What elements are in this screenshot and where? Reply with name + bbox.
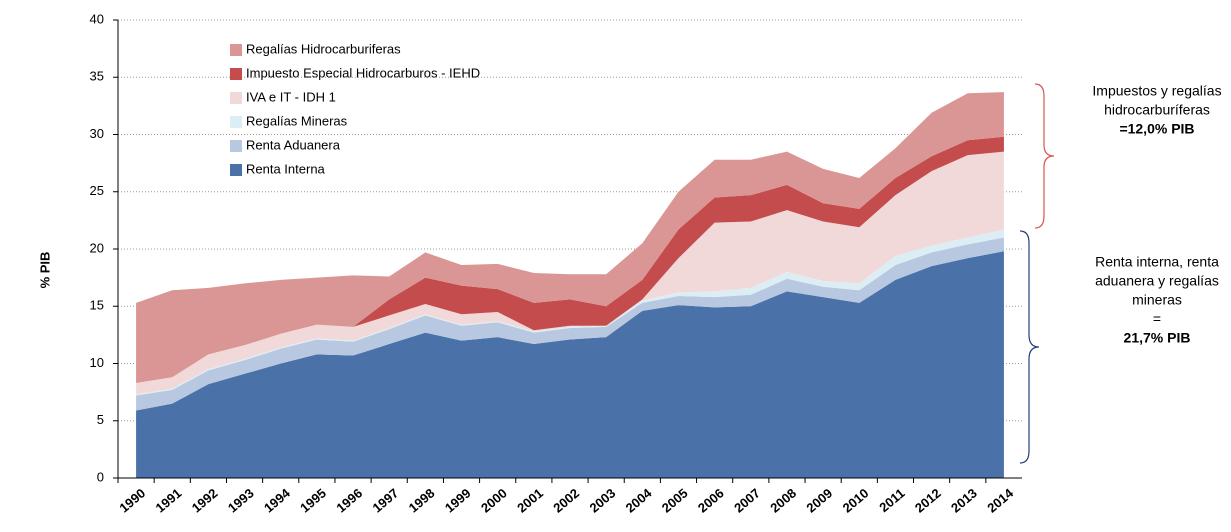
x-tick-label: 2010 [840,485,872,515]
y-axis-label: % PIB [37,252,52,289]
y-tick-label: 30 [90,126,104,141]
y-tick-label: 25 [90,183,104,198]
x-tick-label: 2002 [550,485,582,515]
area [136,151,1004,395]
x-tick-label: 1992 [189,485,221,515]
x-tick-label: 1994 [261,485,293,516]
x-tick-label: 1996 [333,485,365,515]
legend-swatch [230,44,242,56]
x-tick-label: 2009 [803,485,835,515]
y-tick-label: 40 [90,11,104,26]
annotation: hidrocarburíferas [1104,102,1210,118]
x-tick-label: 2006 [695,485,727,515]
x-tick-label: 2001 [514,485,546,515]
legend-label: Regalías Mineras [246,113,348,128]
legend-swatch [230,116,242,128]
brace-rent [1019,230,1040,464]
x-tick-label: 1991 [153,485,185,515]
legend-label: Impuesto Especial Hidrocarburos - IEHD [246,65,480,80]
annotation: aduanera y regalías [1095,273,1219,289]
legend-label: Renta Aduanera [246,137,341,152]
x-tick-label: 2003 [587,485,619,515]
area [136,251,1004,478]
legend-label: Renta Interna [246,161,326,176]
x-tick-label: 2005 [659,485,691,515]
legend-label: IVA e IT - IDH 1 [246,89,336,104]
x-tick-label: 1999 [442,485,474,515]
annotation: mineras [1132,292,1182,308]
x-tick-label: 1993 [225,485,257,515]
y-tick-label: 20 [90,240,104,255]
x-tick-label: 1998 [406,485,438,515]
x-tick-label: 2008 [767,485,799,515]
area [136,237,1004,411]
x-tick-label: 2000 [478,485,510,515]
legend-swatch [230,164,242,176]
x-tick-label: 1990 [116,485,148,515]
area [136,92,1004,383]
legend-swatch [230,68,242,80]
x-tick-label: 2007 [731,485,763,515]
annotation: Renta interna, renta [1095,254,1219,270]
x-tick-label: 2013 [948,485,980,515]
annotation: =12,0% PIB [1119,121,1194,137]
x-tick-label: 2012 [912,485,944,515]
annotation: Impuestos y regalías [1092,83,1221,99]
y-tick-label: 15 [90,298,104,313]
y-tick-label: 10 [90,355,104,370]
area [136,136,1004,383]
x-tick-label: 2011 [876,485,907,515]
legend-label: Regalías Hidrocarburiferas [246,41,401,56]
brace-hydro [1034,83,1055,229]
y-tick-label: 5 [97,412,104,427]
x-tick-label: 1997 [370,485,402,515]
annotation: 21,7% PIB [1124,330,1191,346]
x-tick-label: 1995 [297,485,329,515]
legend-swatch [230,140,242,152]
legend-swatch [230,92,242,104]
x-tick-label: 2014 [984,485,1016,516]
y-tick-label: 35 [90,69,104,84]
y-tick-label: 0 [97,469,104,484]
x-tick-label: 2004 [623,485,655,516]
annotation: = [1153,311,1161,327]
